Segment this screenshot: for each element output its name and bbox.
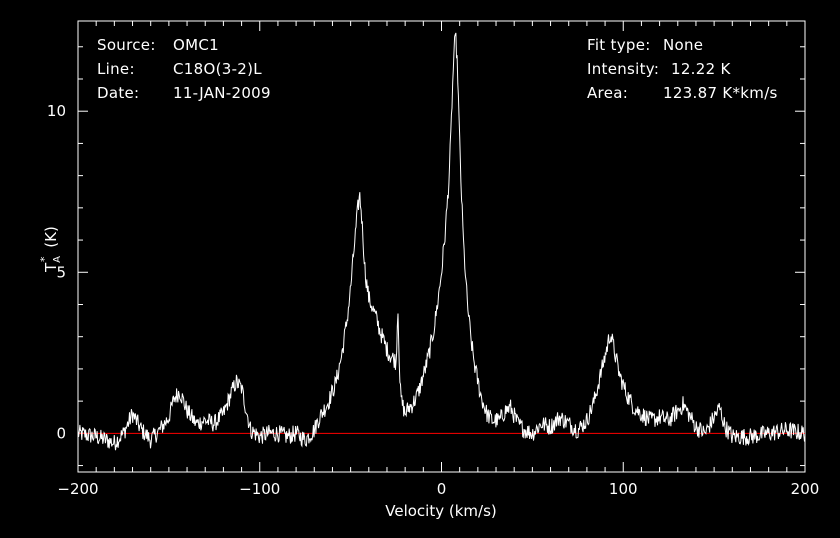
svg-text:TA* (K): TA* (K): [38, 226, 63, 273]
spectrum-line: [77, 32, 805, 451]
x-axis-label: Velocity (km/s): [385, 502, 496, 520]
y-tick-label: 0: [56, 424, 66, 442]
area-label: Area:: [587, 84, 629, 102]
fit-label: Fit type:: [587, 36, 651, 54]
x-tick-label: −200: [57, 480, 98, 498]
fit-row: Fit type: None: [587, 36, 703, 54]
x-tick-label: 0: [437, 480, 447, 498]
line-label: Line:: [97, 60, 135, 78]
area-row: Area: 123.87 K*km/s: [587, 84, 778, 102]
date-row: Date: 11-JAN-2009: [97, 84, 271, 102]
source-row: Source: OMC1: [97, 36, 219, 54]
x-tick-label: 100: [609, 480, 638, 498]
intensity-label: Intensity:: [587, 60, 660, 78]
source-value: OMC1: [173, 36, 219, 54]
source-label: Source:: [97, 36, 156, 54]
axis-ticks: [77, 21, 806, 472]
y-tick-label: 10: [47, 102, 66, 120]
fit-value: None: [663, 36, 704, 54]
y-tick-label: 5: [56, 263, 66, 281]
x-tick-label: −100: [239, 480, 280, 498]
x-tick-label: 200: [791, 480, 820, 498]
area-value: 123.87 K*km/s: [663, 84, 778, 102]
y-axis-label: TA* (K): [18, 222, 78, 282]
date-label: Date:: [97, 84, 140, 102]
intensity-value: 12.22 K: [671, 60, 731, 78]
tick-labels: −200 −100 0 100 200 0 5 10: [47, 102, 819, 498]
line-value: C18O(3-2)L: [173, 60, 262, 78]
line-row: Line: C18O(3-2)L: [97, 60, 262, 78]
intensity-row: Intensity: 12.22 K: [587, 60, 731, 78]
date-value: 11-JAN-2009: [173, 84, 271, 102]
